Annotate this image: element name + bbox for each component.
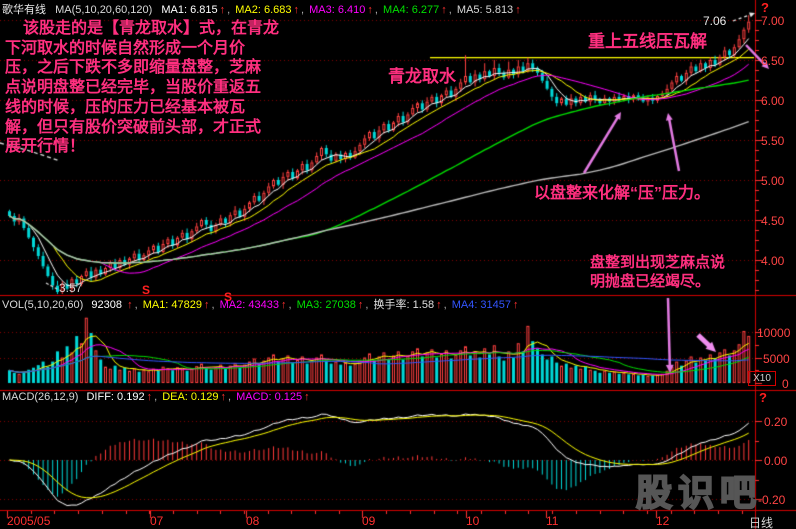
analysis-note: 该股走的是【青龙取水】式，在青龙下河取水的时候自然形成一个月价 压，之后下跌不多即… (5, 19, 279, 157)
help-icon[interactable]: ? (759, 390, 767, 405)
date-label: 07 (150, 514, 164, 528)
consolidation-pressure-label: 以盘整来化解“压”压力。 (534, 185, 711, 202)
stock-name[interactable]: 歌华有线 (2, 4, 46, 16)
up-arrow-icon: ↑ (204, 299, 210, 311)
price-axis-label: 5.00 (761, 174, 785, 188)
up-arrow-icon: ↑ (280, 299, 287, 311)
up-arrow-icon: ↑ (219, 4, 226, 16)
break-above-ma-label: 重上五线压瓦解 (588, 32, 707, 51)
ma-value: MA4: 6.277 (383, 4, 440, 16)
price-axis-label: 6.00 (761, 94, 785, 108)
period-label[interactable]: 日线 (749, 516, 774, 529)
macd-value: MACD: 0.125 (236, 391, 303, 403)
separator: , (288, 299, 295, 311)
separator: , (374, 4, 382, 16)
date-label: 11 (546, 514, 559, 528)
up-arrow-icon: ↑ (357, 299, 364, 311)
macd-indicator-label: MACD(26,12,9) (2, 391, 79, 403)
price-axis-label: 4.50 (761, 214, 785, 228)
separator: , (448, 4, 455, 16)
qinglong-quxhui-label: 青龙取水 (388, 67, 456, 86)
separator: , (443, 299, 450, 311)
up-arrow-icon: ↑ (436, 299, 442, 311)
volume-ma-value: MA4: 31457 (451, 299, 512, 311)
ma-values: MA1: 6.815 ↑, MA2: 6.683 ↑, MA3: 6.410 ↑, M… (161, 4, 522, 16)
up-arrow-icon: ↑ (146, 391, 153, 403)
volume-unit-badge: X10 (748, 371, 776, 386)
separator: , (154, 391, 161, 403)
up-arrow-icon: ↑ (304, 391, 310, 403)
date-label: 10 (466, 514, 480, 528)
macd-axis-label: 0.00 (764, 454, 788, 468)
up-arrow-icon: ↑ (367, 4, 373, 16)
analysis-note-line: 该股走的是【青龙取水】式，在青龙 (23, 20, 280, 37)
up-arrow-icon: ↑ (220, 391, 226, 403)
volume-ma-values: MA1: 47829 ↑, MA2: 43433 ↑, MA3: 27038 ↑, 换… (143, 299, 521, 311)
date-label: 08 (246, 514, 260, 528)
volume-ma-value: MA1: 47829 (142, 299, 203, 311)
macd-value: DIFF: 0.192 (86, 391, 145, 403)
separator: , (211, 299, 218, 311)
help-icon[interactable]: ? (761, 0, 769, 15)
sesame-dots-note-line1: 盘整到出现芝麻点说 (590, 254, 726, 271)
peak-price-label: 7.06 (703, 14, 727, 28)
ma-value: MA5: 5.813 (456, 4, 514, 16)
date-label: 12 (656, 514, 670, 528)
volume-ma-value: MA2: 43433 (219, 299, 279, 311)
volume-axis-label: 10000 (757, 326, 791, 340)
ma-value: MA3: 6.410 (309, 4, 366, 16)
up-arrow-icon: ↑ (127, 299, 133, 311)
volume-ma-value: 换手率: 1.58 (373, 299, 435, 311)
price-axis-label: 7.00 (761, 14, 785, 28)
price-axis-label: 4.00 (761, 254, 785, 268)
analysis-note-line: 点说明盘整已经完毕，当股价重返五 (5, 79, 262, 97)
macd-axis-label: -0.20 (758, 493, 786, 507)
volume-indicator-label: VOL(5,10,20,60) (2, 299, 84, 311)
sell-marker: S (142, 283, 151, 297)
date-label: 09 (362, 514, 376, 528)
price-axis-label: 6.50 (761, 54, 785, 68)
separator: , (134, 299, 141, 311)
date-label: 2005/05 (7, 514, 51, 528)
up-arrow-icon: ↑ (513, 299, 519, 311)
up-arrow-icon: ↑ (515, 4, 521, 16)
low-price-label: 3.57 (59, 281, 83, 295)
volume-ma-value: MA3: 27038 (296, 299, 356, 311)
analysis-note-line: 压，之后下跌不多即缩量盘整，芝麻 (5, 59, 262, 77)
up-arrow-icon: ↑ (293, 4, 300, 16)
up-arrow-icon: ↑ (441, 4, 447, 16)
analysis-note-line: 下河取水的时候自然形成一个月价 (5, 39, 246, 57)
macd-values: DIFF: 0.192 ↑, DEA: 0.129 ↑, MACD: 0.125 ↑ (86, 391, 311, 403)
volume-axis-label: 0 (782, 377, 789, 391)
ma-params-label: MA(5,10,20,60,120) (55, 4, 153, 16)
sesame-dots-note-line2: 明抛盘已经竭尽。 (590, 273, 711, 290)
analysis-note-line: 解，但只有股价突破前头部，才正式 (5, 118, 262, 136)
separator: , (365, 299, 372, 311)
analysis-note-line: 展开行情！ (5, 138, 86, 156)
price-axis-label: 5.50 (761, 134, 785, 148)
separator: , (301, 4, 308, 16)
volume-value: 92308 (91, 299, 122, 311)
sell-marker: S (224, 290, 233, 304)
ma-value: MA1: 6.815 (161, 4, 218, 16)
macd-header: MACD(26,12,9) DIFF: 0.192 ↑, DEA: 0.129 ↑,… (2, 391, 314, 403)
volume-axis-label: 5000 (763, 351, 790, 366)
macd-axis-label: 0.20 (764, 415, 788, 429)
watermark: 股识吧 (635, 471, 763, 514)
ma-value: MA2: 6.683 (235, 4, 292, 16)
separator: , (227, 391, 235, 403)
indicator-header: 歌华有线 MA(5,10,20,60,120) MA1: 6.815 ↑, MA2… (2, 1, 525, 17)
macd-value: DEA: 0.129 (162, 391, 219, 403)
analysis-note-line: 线的时候，压的压力已经基本被瓦 (5, 98, 246, 116)
volume-header: VOL(5,10,20,60) 92308 ↑, MA1: 47829 ↑, MA… (2, 296, 523, 312)
separator: , (227, 4, 234, 16)
